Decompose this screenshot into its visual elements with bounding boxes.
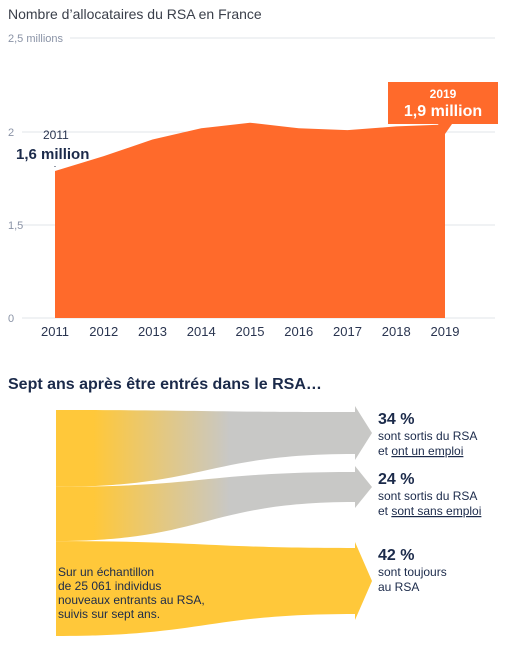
flow-label-prefix: et bbox=[378, 444, 391, 458]
flow-label-line2: et ont un emploi bbox=[378, 444, 463, 458]
flow-label-prefix: et bbox=[378, 504, 391, 518]
sankey-flow bbox=[56, 406, 372, 487]
flow-percent: 34 % bbox=[378, 411, 414, 428]
source-note-line: nouveaux entrants au RSA, bbox=[58, 593, 205, 607]
x-tick-label: 2014 bbox=[187, 324, 216, 339]
flow-percent: 24 % bbox=[378, 471, 414, 488]
x-tick-label: 2015 bbox=[236, 324, 265, 339]
flow-label-link: ont un emploi bbox=[391, 444, 463, 458]
x-tick-label: 2016 bbox=[284, 324, 313, 339]
annotation-year: 2011 bbox=[43, 128, 69, 142]
flow-label-line2: et sont sans emploi bbox=[378, 504, 481, 518]
annotation-value: 1,6 million bbox=[16, 146, 89, 163]
x-tick-label: 2019 bbox=[431, 324, 460, 339]
area-chart-title: Nombre d’allocataires du RSA en France bbox=[8, 6, 262, 22]
area-chart: 2,5 millions 2 1,5 0 2011 2012 2013 2014 2015 201… bbox=[8, 33, 498, 339]
source-note-line: de 25 061 individus bbox=[58, 579, 161, 593]
callout-pointer bbox=[438, 124, 452, 134]
callout-box bbox=[388, 82, 498, 124]
y-tick-label: 1,5 bbox=[8, 220, 23, 232]
callout-value: 1,9 million bbox=[404, 103, 482, 120]
flow-label-line1: sont sortis du RSA bbox=[378, 489, 477, 503]
source-note-line: suivis sur sept ans. bbox=[58, 607, 160, 621]
flow-percent: 42 % bbox=[378, 547, 414, 564]
flow-label-line1: sont toujours bbox=[378, 565, 447, 579]
sankey-title: Sept ans après être entrés dans le RSA… bbox=[8, 376, 322, 393]
sankey-flow bbox=[56, 466, 372, 542]
callout-year: 2019 bbox=[430, 87, 457, 101]
x-tick-label: 2011 bbox=[41, 324, 69, 339]
flow-label-link: sont sans emploi bbox=[391, 504, 481, 518]
x-tick-label: 2018 bbox=[382, 324, 411, 339]
sankey-flow bbox=[56, 541, 372, 636]
x-tick-label: 2013 bbox=[138, 324, 167, 339]
area-series bbox=[55, 122, 445, 318]
y-tick-label: 2 bbox=[8, 127, 14, 139]
x-tick-label: 2012 bbox=[89, 324, 118, 339]
flow-label-line1: sont sortis du RSA bbox=[378, 429, 477, 443]
source-note-line: Sur un échantillon bbox=[58, 565, 154, 579]
y-tick-label: 0 bbox=[8, 313, 14, 325]
flow-label-line2: au RSA bbox=[378, 580, 419, 594]
flow-label-prefix: au RSA bbox=[378, 580, 419, 594]
y-tick-label: 2,5 millions bbox=[8, 33, 64, 45]
x-tick-label: 2017 bbox=[333, 324, 362, 339]
